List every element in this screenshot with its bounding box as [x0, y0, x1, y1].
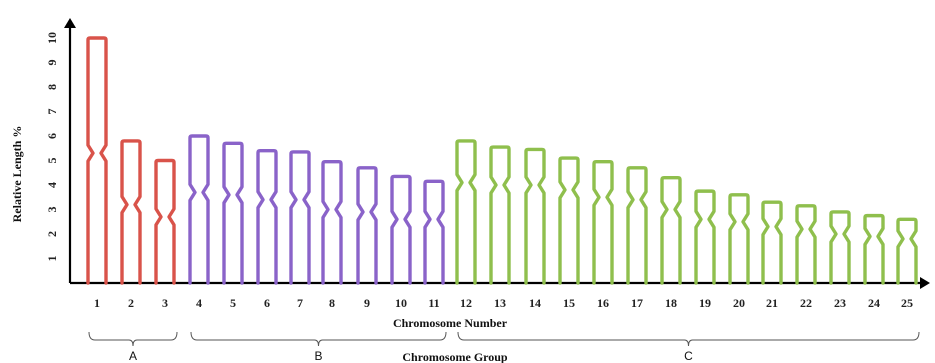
- chromosome-2: [120, 139, 142, 285]
- x-tick-label: 7: [297, 296, 303, 310]
- chromosome-14: [524, 147, 546, 285]
- chromosome-19: [694, 189, 716, 285]
- x-tick-label: 16: [597, 296, 609, 310]
- x-tick-label: 11: [428, 296, 439, 310]
- chromosome-4: [188, 134, 210, 285]
- chromosome-1: [86, 36, 108, 285]
- chromosome-24: [863, 213, 885, 285]
- chromosome-16: [592, 160, 614, 285]
- group-label-b: B: [314, 349, 322, 363]
- y-axis-title: Relative Length %: [10, 126, 24, 223]
- chromosome-22: [795, 204, 817, 285]
- y-axis-arrowhead: [64, 18, 76, 28]
- x-tick-label: 12: [460, 296, 472, 310]
- chromosome-5: [222, 141, 244, 285]
- x-tick-label: 20: [733, 296, 745, 310]
- x-tick-label: 3: [162, 296, 168, 310]
- x-tick-label: 1: [94, 296, 100, 310]
- x-tick-label: 6: [264, 296, 270, 310]
- y-tick-label: 4: [45, 182, 59, 188]
- y-tick-label: 10: [45, 32, 59, 44]
- x-tick-label: 13: [494, 296, 506, 310]
- x-tick-label: 18: [665, 296, 677, 310]
- group-label-a: A: [129, 349, 137, 363]
- chromosome-6: [256, 149, 278, 285]
- x-axis-ticks: 1 2 3 4 5 6 7 8 9 10 11 12 13 14 15 16 17 18 19 20 21 22 23 24 2…: [94, 296, 913, 310]
- x-tick-label: 22: [800, 296, 812, 310]
- chromosome-marks: [86, 36, 918, 285]
- y-axis-ticks: 1 2 3 4 5 6 7 8 9 10: [45, 32, 59, 262]
- group-label-c: C: [684, 349, 693, 363]
- y-tick-label: 9: [45, 60, 59, 66]
- x-tick-label: 4: [196, 296, 202, 310]
- chromosome-8: [321, 160, 343, 285]
- chromosome-12: [455, 139, 477, 285]
- x-tick-label: 17: [631, 296, 643, 310]
- y-tick-label: 8: [45, 84, 59, 90]
- x-tick-label: 10: [395, 296, 407, 310]
- x-axis-arrowhead: [920, 277, 930, 289]
- y-tick-label: 1: [45, 256, 59, 262]
- y-tick-label: 3: [45, 207, 59, 213]
- x-tick-label: 19: [699, 296, 711, 310]
- chromosome-25: [896, 217, 918, 285]
- chromosome-3: [154, 158, 176, 285]
- chromosome-11: [423, 179, 445, 285]
- group-brace-a: [88, 331, 178, 347]
- chromosome-20: [728, 193, 750, 285]
- chromosome-7: [289, 150, 311, 285]
- chromosome-18: [660, 175, 682, 285]
- y-tick-label: 5: [45, 158, 59, 164]
- group-brace-c: [457, 331, 920, 347]
- x-tick-label: 21: [766, 296, 778, 310]
- x-tick-label: 23: [834, 296, 846, 310]
- chromosome-23: [829, 210, 851, 285]
- axes: [64, 18, 930, 289]
- chromosome-15: [558, 156, 580, 285]
- x-tick-label: 2: [128, 296, 134, 310]
- chromosome-17: [626, 166, 648, 285]
- x-axis-title: Chromosome Number: [393, 316, 508, 330]
- y-tick-label: 6: [45, 133, 59, 139]
- x-tick-label: 14: [529, 296, 541, 310]
- y-tick-label: 2: [45, 231, 59, 237]
- chromosome-21: [761, 200, 783, 285]
- x-tick-label: 9: [364, 296, 370, 310]
- chromosome-10: [390, 174, 412, 285]
- group-brace-b: [190, 331, 447, 347]
- x-tick-label: 15: [563, 296, 575, 310]
- chromosome-9: [356, 166, 378, 285]
- x-tick-label: 5: [230, 296, 236, 310]
- x-tick-label: 24: [868, 296, 880, 310]
- group-braces: A B C: [88, 331, 920, 363]
- group-axis-title: Chromosome Group: [402, 350, 508, 363]
- x-tick-label: 8: [329, 296, 335, 310]
- y-tick-label: 7: [45, 109, 59, 115]
- x-tick-label: 25: [901, 296, 913, 310]
- chromosome-13: [489, 145, 511, 285]
